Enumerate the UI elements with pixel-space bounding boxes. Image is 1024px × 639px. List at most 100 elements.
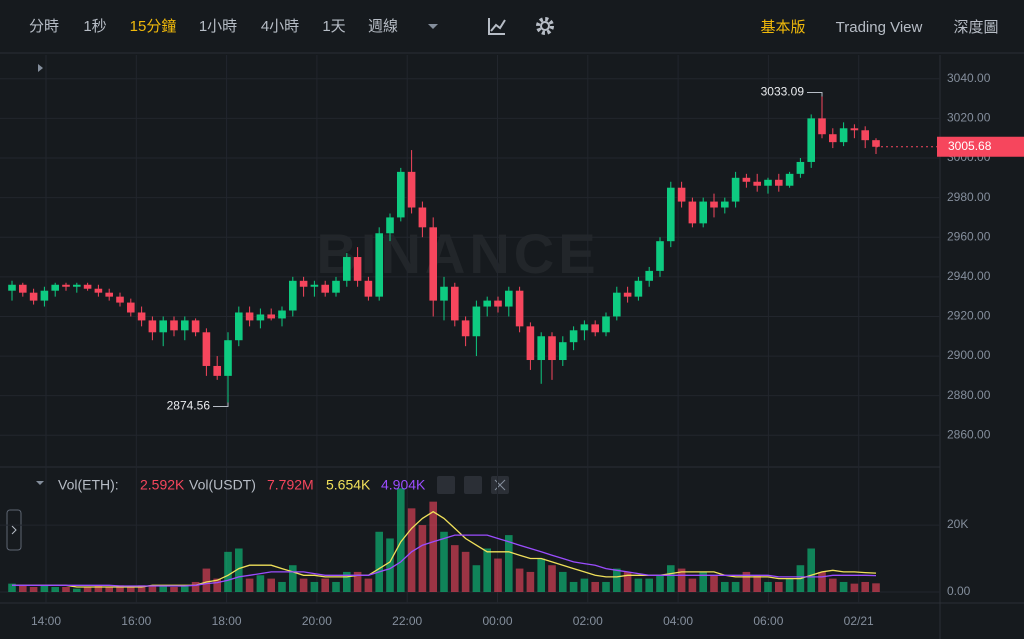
candle-body bbox=[353, 257, 362, 281]
candle-body bbox=[818, 118, 826, 135]
interval-tab[interactable]: 1秒 bbox=[83, 18, 106, 35]
volume-bar bbox=[353, 571, 362, 592]
volume-bar bbox=[764, 581, 772, 592]
settings-icon[interactable] bbox=[536, 17, 554, 35]
view-tab[interactable]: 基本版 bbox=[760, 19, 805, 36]
candle-body bbox=[677, 187, 686, 202]
candle-body bbox=[202, 332, 211, 366]
volume-bar bbox=[191, 581, 200, 592]
volume-legend: Vol(ETH): bbox=[58, 477, 119, 493]
more-dropdown[interactable] bbox=[428, 24, 438, 29]
y-tick-label: 2980.00 bbox=[947, 190, 991, 204]
volume-legend: 7.792M bbox=[267, 477, 314, 493]
candle-body bbox=[591, 324, 599, 333]
interval-tab[interactable]: 4小時 bbox=[261, 18, 299, 35]
x-tick-label: 18:00 bbox=[212, 614, 242, 628]
view-tab[interactable]: 深度圖 bbox=[953, 19, 998, 36]
indicator-icon[interactable] bbox=[488, 18, 506, 35]
volume-bar bbox=[818, 571, 826, 592]
candle-body bbox=[796, 161, 805, 174]
volume-bar bbox=[667, 565, 675, 592]
volume-legend: 4.904K bbox=[381, 477, 426, 493]
candle-body bbox=[299, 280, 308, 287]
candle-body bbox=[645, 270, 653, 281]
volume-bar bbox=[19, 585, 27, 592]
volume-bar bbox=[721, 581, 729, 592]
volume-bar bbox=[861, 581, 869, 592]
volume-bar bbox=[170, 586, 178, 592]
volume-bar bbox=[785, 578, 794, 592]
candle-body bbox=[397, 171, 405, 218]
candle-body bbox=[170, 320, 178, 331]
volume-bar bbox=[699, 571, 707, 592]
volume-bar bbox=[289, 565, 297, 592]
volume-bar bbox=[375, 531, 383, 592]
x-tick-label: 02:00 bbox=[573, 614, 603, 628]
volume-bar bbox=[731, 581, 740, 592]
candle-body bbox=[148, 320, 157, 333]
eye-button[interactable] bbox=[437, 476, 455, 494]
low-leader bbox=[213, 402, 229, 407]
view-tab[interactable]: Trading View bbox=[836, 19, 923, 36]
candle-body bbox=[235, 312, 243, 341]
volume-bar bbox=[494, 558, 502, 592]
candle-body bbox=[310, 284, 319, 287]
candle-body bbox=[526, 326, 535, 361]
volume-bar bbox=[73, 588, 81, 592]
high-leader bbox=[807, 91, 823, 97]
candle-body bbox=[73, 284, 81, 287]
candle-body bbox=[667, 187, 675, 242]
candle-body bbox=[580, 324, 589, 331]
interval-tab[interactable]: 分時 bbox=[29, 18, 59, 35]
y-tick-label: 2940.00 bbox=[947, 269, 991, 283]
volume-bar bbox=[634, 578, 643, 592]
volume-bar bbox=[407, 508, 416, 592]
volume-bar bbox=[472, 565, 481, 592]
high-label: 3033.09 bbox=[761, 85, 805, 99]
interval-tab[interactable]: 15分鐘 bbox=[130, 18, 177, 35]
volume-bar bbox=[839, 581, 848, 592]
volume-bar bbox=[245, 578, 254, 592]
candle-body bbox=[472, 306, 481, 337]
volume-bar bbox=[515, 568, 524, 592]
candle-body bbox=[267, 314, 275, 319]
interval-tab[interactable]: 1天 bbox=[322, 18, 345, 35]
candle-body bbox=[807, 118, 815, 162]
candle-body bbox=[332, 280, 340, 293]
interval-tab[interactable]: 週線 bbox=[368, 18, 398, 35]
watermark: BINANCE bbox=[316, 222, 599, 285]
x-tick-label: 14:00 bbox=[31, 614, 61, 628]
candle-body bbox=[505, 290, 513, 307]
volume-bar bbox=[656, 575, 664, 592]
candle-body bbox=[278, 310, 286, 319]
candle-body bbox=[753, 181, 761, 186]
settings-button[interactable] bbox=[464, 476, 482, 494]
candle-body bbox=[8, 284, 16, 291]
interval-tab[interactable]: 1小時 bbox=[199, 18, 237, 35]
volume-bar bbox=[310, 581, 319, 592]
candle-body bbox=[656, 241, 664, 271]
volume-bar bbox=[40, 585, 49, 592]
candle-body bbox=[321, 284, 329, 293]
candle-body bbox=[850, 128, 859, 131]
volume-tick-label: 20K bbox=[947, 517, 968, 531]
volume-bar bbox=[645, 578, 653, 592]
x-tick-label: 16:00 bbox=[121, 614, 151, 628]
candle-body bbox=[688, 201, 697, 224]
volume-bar bbox=[299, 578, 308, 592]
candle-body bbox=[731, 177, 740, 202]
candle-body bbox=[537, 336, 545, 361]
volume-legend: 5.654K bbox=[326, 477, 371, 493]
candle-body bbox=[602, 316, 610, 333]
collapse-arrow[interactable] bbox=[38, 64, 43, 72]
candle-body bbox=[461, 320, 470, 337]
volume-collapse[interactable] bbox=[36, 481, 44, 485]
volume-bar bbox=[461, 551, 470, 592]
candle-body bbox=[429, 227, 437, 301]
volume-bar bbox=[829, 578, 837, 592]
volume-bar bbox=[710, 575, 718, 592]
side-toggle[interactable] bbox=[6, 509, 22, 551]
volume-bar bbox=[105, 586, 113, 592]
x-tick-label: 06:00 bbox=[753, 614, 783, 628]
